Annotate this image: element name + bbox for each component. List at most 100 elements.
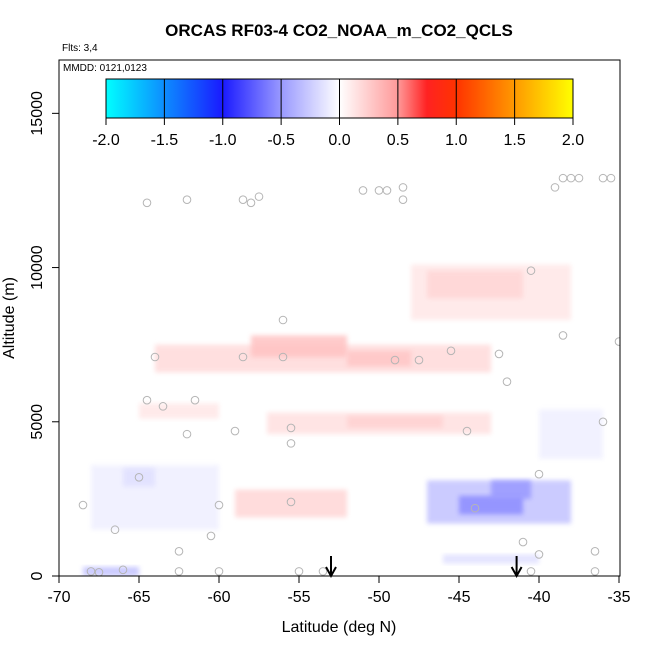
observation-point: [494, 349, 504, 359]
y-axis: 0 5000 10000 15000: [29, 91, 59, 580]
observation-point: [278, 315, 288, 325]
field-region: [427, 270, 523, 299]
observation-point: [286, 439, 296, 448]
observation-point: [230, 426, 240, 436]
observation-point: [94, 567, 104, 576]
observation-point: [110, 525, 120, 535]
colorbar-tick-label: 0.0: [328, 132, 350, 149]
plot-frame: [58, 59, 621, 577]
x-tick-label: -40: [527, 589, 550, 606]
observation-point: [526, 266, 536, 275]
flight-arrow: [325, 556, 337, 579]
observation-point: [134, 473, 144, 482]
observation-point: [598, 417, 608, 427]
colorbar: -2.0 -1.5 -1.0 -0.5 0.0 0.5 1.0 1.5 2.0: [92, 78, 584, 149]
observation-point: [398, 195, 408, 205]
observation-point: [446, 346, 456, 356]
observation-point: [174, 547, 184, 556]
observation-point: [590, 567, 600, 576]
observation-point: [398, 183, 408, 192]
observation-point: [142, 395, 152, 405]
observation-point: [86, 567, 96, 576]
y-tick-label: 0: [29, 571, 46, 580]
observation-layer: [78, 173, 620, 576]
x-tick-label: -70: [47, 589, 70, 606]
observation-point: [534, 550, 544, 559]
field-layer: [83, 264, 603, 576]
observation-point: [118, 565, 128, 575]
observation-point: [150, 352, 160, 362]
observation-point: [318, 567, 328, 576]
colorbar-tick-label: 1.0: [445, 132, 467, 149]
colorbar-tick-label: -2.0: [92, 132, 120, 149]
observation-point: [590, 547, 600, 556]
observation-point: [462, 426, 472, 436]
observation-point: [502, 377, 512, 386]
observation-point: [294, 567, 304, 576]
observation-point: [238, 352, 248, 362]
observation-point: [382, 186, 392, 195]
observation-point: [518, 537, 528, 547]
colorbar-tick-label: -1.5: [151, 132, 179, 149]
observation-point: [278, 352, 288, 362]
colorbar-tick-label: -0.5: [267, 132, 295, 149]
observation-point: [246, 198, 256, 208]
x-tick-label: -55: [287, 589, 310, 606]
observation-point: [374, 186, 384, 195]
observation-point: [550, 183, 560, 192]
x-tick-label: -45: [447, 589, 470, 606]
y-tick-label: 10000: [29, 245, 46, 290]
observation-point: [286, 497, 296, 507]
x-tick-label: -50: [367, 589, 390, 606]
y-axis-label: Altitude (m): [1, 277, 18, 359]
observation-point: [190, 395, 200, 405]
observation-point: [206, 531, 216, 541]
field-region: [139, 403, 219, 419]
x-tick-label: -35: [607, 589, 630, 606]
x-tick-label: -65: [127, 589, 150, 606]
observation-point: [78, 500, 88, 510]
observation-point: [390, 355, 400, 365]
observation-point: [358, 186, 368, 195]
x-axis: -70 -65 -60 -55 -50 -45 -40 -35: [47, 576, 631, 606]
field-region: [491, 480, 531, 499]
observation-point: [182, 429, 192, 439]
field-region: [443, 554, 539, 564]
observation-point: [174, 567, 184, 576]
colorbar-tick-label: 1.5: [504, 132, 526, 149]
field-region: [347, 415, 443, 428]
observation-point: [414, 355, 424, 365]
y-tick-label: 15000: [29, 91, 46, 136]
field-region: [539, 409, 603, 459]
dates-annotation: MMDD: 0121,0123: [63, 63, 147, 74]
observation-point: [558, 331, 568, 340]
observation-point: [214, 567, 224, 576]
field-region: [347, 350, 411, 367]
observation-point: [214, 500, 224, 510]
colorbar-tick-label: -1.0: [209, 132, 237, 149]
flights-annotation: Flts: 3,4: [62, 43, 98, 54]
field-region: [251, 335, 347, 358]
field-region: [83, 566, 139, 576]
observation-point: [598, 173, 608, 183]
x-axis-label: Latitude (deg N): [282, 619, 397, 636]
observation-point: [238, 195, 248, 205]
field-region: [123, 468, 155, 487]
observation-point: [614, 337, 620, 346]
observation-point: [254, 192, 264, 201]
observation-point: [574, 173, 584, 183]
observation-point: [286, 423, 296, 433]
observation-point: [158, 402, 168, 411]
y-tick-label: 5000: [29, 404, 46, 440]
x-tick-label: -60: [207, 589, 230, 606]
observation-point: [534, 469, 544, 479]
observation-point: [558, 173, 568, 183]
observation-point: [182, 195, 192, 205]
observation-point: [470, 503, 480, 513]
colorbar-tick-label: 2.0: [562, 132, 584, 149]
field-region: [235, 489, 347, 518]
observation-point: [526, 567, 536, 576]
observation-point: [566, 173, 576, 183]
chart-title: ORCAS RF03-4 CO2_NOAA_m_CO2_QCLS: [165, 21, 513, 40]
